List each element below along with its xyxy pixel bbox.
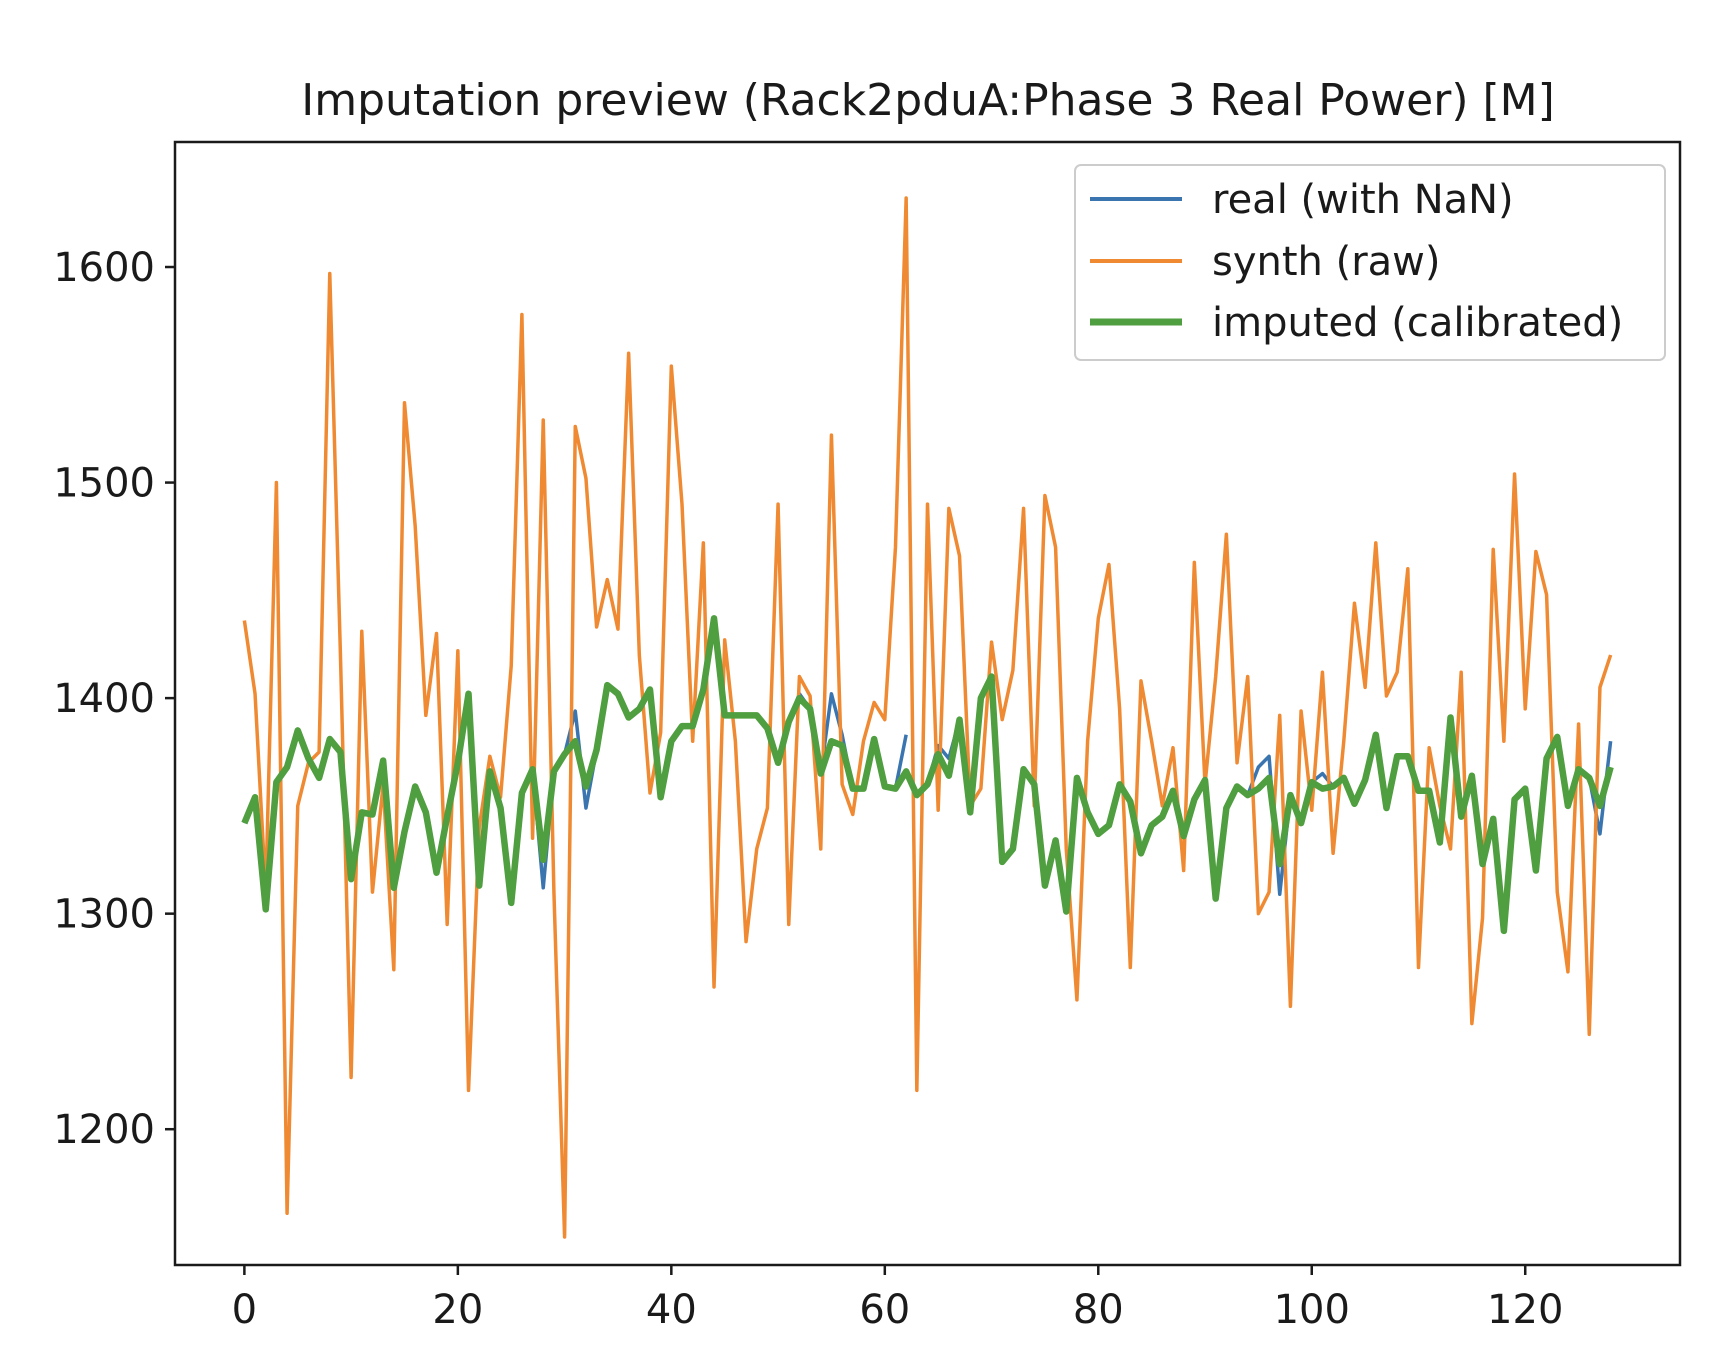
x-tick-label: 60 xyxy=(859,1287,910,1333)
x-tick-label: 0 xyxy=(232,1287,257,1333)
chart-title: Imputation preview (Rack2pduA:Phase 3 Re… xyxy=(301,75,1555,126)
x-axis: 0 20 40 60 80 100 120 xyxy=(232,1265,1563,1333)
legend-label-synth: synth (raw) xyxy=(1212,239,1441,285)
legend-label-imputed: imputed (calibrated) xyxy=(1212,300,1623,346)
y-tick-label: 1600 xyxy=(53,245,155,291)
y-tick-label: 1200 xyxy=(53,1107,155,1153)
imputed-series-line xyxy=(241,615,1614,935)
x-tick-label: 120 xyxy=(1487,1287,1563,1333)
series-layer xyxy=(241,196,1614,1239)
y-axis: 1200 1300 1400 1500 1600 xyxy=(53,245,175,1153)
y-tick-label: 1300 xyxy=(53,892,155,938)
x-tick-label: 80 xyxy=(1073,1287,1124,1333)
x-tick-label: 100 xyxy=(1274,1287,1350,1333)
x-tick-label: 40 xyxy=(646,1287,697,1333)
legend-box xyxy=(1074,164,1666,361)
y-tick-label: 1400 xyxy=(53,676,155,722)
synth-series-line xyxy=(242,196,1613,1239)
x-tick-label: 20 xyxy=(432,1287,483,1333)
y-tick-label: 1500 xyxy=(53,461,155,507)
plot-frame xyxy=(173,140,1682,1267)
legend: real (with NaN) synth (raw) imputed (cal… xyxy=(1074,164,1666,361)
legend-label-real: real (with NaN) xyxy=(1212,177,1514,223)
